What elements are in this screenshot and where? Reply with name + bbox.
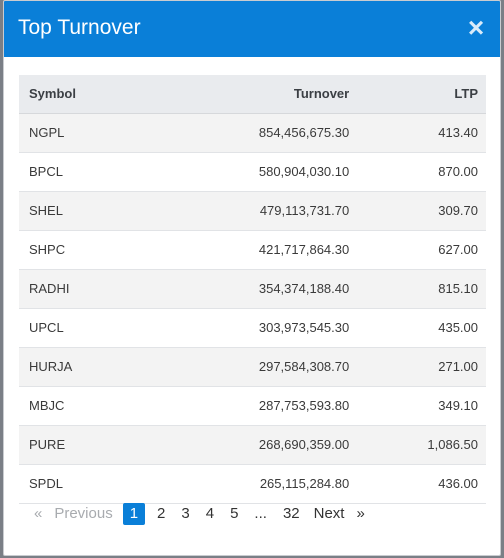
cell-turnover: 268,690,359.00 (258, 437, 350, 452)
column-header-ltp[interactable]: LTP (359, 75, 486, 114)
table-body: NGPL 854,456,675.30 413.40 BPCL 580,904,… (19, 113, 486, 503)
page-button-5[interactable]: 5 (230, 505, 239, 522)
previous-page-button[interactable]: Previous (54, 505, 113, 522)
cell-ltp: 436.00 (438, 476, 478, 491)
cell-symbol[interactable]: NGPL (29, 125, 65, 140)
page-button-1[interactable]: 1 (122, 503, 146, 525)
table-header: Symbol Turnover LTP (19, 75, 486, 114)
next-arrow-icon[interactable]: » (356, 505, 365, 522)
table-row[interactable]: MBJC 287,753,593.80 349.10 (19, 386, 486, 425)
top-turnover-modal: Top Turnover × Symbol Turnover LTP NGPL … (3, 0, 501, 556)
cell-ltp: 815.10 (438, 281, 478, 296)
cell-ltp: 1,086.50 (427, 437, 478, 452)
cell-turnover: 421,717,864.30 (258, 242, 350, 257)
cell-symbol[interactable]: PURE (29, 437, 66, 452)
cell-ltp: 349.10 (438, 398, 478, 413)
table-row[interactable]: HURJA 297,584,308.70 271.00 (19, 347, 486, 386)
turnover-table: Symbol Turnover LTP NGPL 854,456,675.30 … (19, 75, 486, 504)
cell-turnover: 265,115,284.80 (259, 476, 350, 491)
cell-ltp: 309.70 (438, 203, 478, 218)
next-page-button[interactable]: Next (313, 505, 345, 522)
turnover-table-container: Symbol Turnover LTP NGPL 854,456,675.30 … (19, 75, 486, 504)
modal-title: Top Turnover (18, 16, 141, 39)
cell-symbol[interactable]: SHEL (29, 203, 63, 218)
cell-symbol[interactable]: SPDL (29, 476, 63, 491)
cell-ltp: 271.00 (438, 359, 478, 374)
cell-symbol[interactable]: HURJA (29, 359, 73, 374)
page-button-32[interactable]: 32 (282, 505, 300, 522)
cell-symbol[interactable]: MBJC (29, 398, 65, 413)
cell-turnover: 479,113,731.70 (259, 203, 350, 218)
pagination-ellipsis: ... (254, 505, 267, 522)
close-icon[interactable]: × (467, 12, 485, 43)
page-button-2[interactable]: 2 (157, 505, 166, 522)
cell-turnover: 303,973,545.30 (258, 320, 350, 335)
modal-header: Top Turnover × (4, 1, 500, 57)
table-row[interactable]: RADHI 354,374,188.40 815.10 (19, 269, 486, 308)
cell-symbol[interactable]: UPCL (29, 320, 64, 335)
cell-turnover: 287,753,593.80 (258, 398, 350, 413)
table-row[interactable]: SHEL 479,113,731.70 309.70 (19, 191, 486, 230)
table-row[interactable]: NGPL 854,456,675.30 413.40 (19, 113, 486, 152)
column-header-symbol[interactable]: Symbol (19, 75, 143, 114)
table-header-row: Symbol Turnover LTP (19, 75, 486, 114)
cell-symbol[interactable]: SHPC (29, 242, 66, 257)
page-button-4[interactable]: 4 (205, 505, 215, 522)
table-row[interactable]: PURE 268,690,359.00 1,086.50 (19, 425, 486, 464)
table-row[interactable]: UPCL 303,973,545.30 435.00 (19, 308, 486, 347)
table-row[interactable]: SPDL 265,115,284.80 436.00 (19, 464, 486, 503)
previous-arrow-icon[interactable]: « (34, 505, 43, 522)
cell-ltp: 627.00 (438, 242, 478, 257)
pagination: « Previous 1 2 3 4 5 ... 32 Next » (28, 503, 371, 525)
cell-turnover: 854,456,675.30 (258, 125, 350, 140)
cell-ltp: 870.00 (438, 164, 478, 179)
column-header-turnover[interactable]: Turnover (142, 75, 360, 114)
cell-turnover: 580,904,030.10 (258, 164, 350, 179)
page-button-3[interactable]: 3 (181, 505, 190, 522)
table-row[interactable]: SHPC 421,717,864.30 627.00 (19, 230, 486, 269)
table-row[interactable]: BPCL 580,904,030.10 870.00 (19, 152, 486, 191)
cell-turnover: 297,584,308.70 (258, 359, 350, 374)
cell-turnover: 354,374,188.40 (258, 281, 350, 296)
cell-ltp: 435.00 (438, 320, 478, 335)
cell-symbol[interactable]: BPCL (29, 164, 63, 179)
cell-ltp: 413.40 (438, 125, 478, 140)
cell-symbol[interactable]: RADHI (29, 281, 70, 296)
